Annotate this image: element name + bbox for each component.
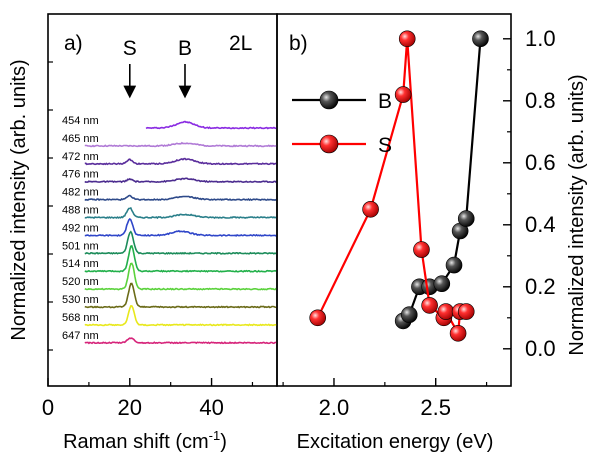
trace-label: 520 nm xyxy=(62,276,99,288)
trace-label: 465 nm xyxy=(62,133,99,145)
trace-476-nm xyxy=(84,177,278,184)
data-point-s xyxy=(437,303,455,320)
data-point-b xyxy=(472,30,489,48)
data-point-b xyxy=(433,275,451,293)
data-point-s xyxy=(394,86,412,103)
trace-label: 530 nm xyxy=(62,294,99,306)
trace-454-nm xyxy=(145,120,278,130)
panel-a-traces: 454 nm 465 nm 472 nm 476 nm 482 nm 488 nm 492 … xyxy=(62,115,278,345)
x-tick-label: 0 xyxy=(42,395,54,420)
panel-b-label: b) xyxy=(289,32,308,55)
data-point-b xyxy=(457,210,475,227)
trace-label: 514 nm xyxy=(62,258,99,270)
panel-b-x-ticks: 2.0 2.5 xyxy=(282,378,488,420)
trace-492-nm xyxy=(84,217,278,237)
trace-label: 492 nm xyxy=(62,222,99,234)
panel-b-frame xyxy=(276,13,512,387)
y-tick-label: 0.6 xyxy=(525,150,556,175)
legend-marker-b xyxy=(319,90,339,110)
trace-514-nm xyxy=(84,244,278,273)
y-tick-label: 0.8 xyxy=(525,88,556,113)
x-tick-label: 20 xyxy=(118,395,142,420)
data-point-b xyxy=(400,306,418,324)
panel-b-y-ticks: 0.0 0.2 0.4 0.6 0.8 1.0 xyxy=(503,26,556,361)
data-point-s xyxy=(421,297,438,314)
trace-465-nm xyxy=(84,141,278,148)
panel-a: Normalized intensity (arb. units) a) 2L … xyxy=(8,13,278,453)
panel-b-y-axis-title: Normalized intensity (arb. units) xyxy=(566,74,588,355)
panel-a-y-axis-title: Normalized intensity (arb. units) xyxy=(8,59,30,340)
data-point-s xyxy=(413,241,430,258)
y-tick-label: 0.2 xyxy=(525,274,556,299)
trace-501-nm xyxy=(84,230,278,255)
data-point-s xyxy=(457,303,475,320)
trace-label: 472 nm xyxy=(62,151,99,163)
trace-label: 488 nm xyxy=(62,205,99,217)
trace-label: 482 nm xyxy=(62,187,99,199)
panel-a-label: a) xyxy=(64,32,83,55)
trace-647-nm xyxy=(84,337,278,345)
panel-b-series xyxy=(309,30,489,342)
x-tick-label: 40 xyxy=(199,395,223,420)
x-tick-label: 2.0 xyxy=(319,395,350,420)
sample-label: 2L xyxy=(229,32,252,55)
trace-label: 647 nm xyxy=(62,330,99,342)
trace-label: 454 nm xyxy=(62,115,99,127)
trace-472-nm xyxy=(84,157,278,166)
arrow-label-B: B xyxy=(178,37,192,60)
data-point-s xyxy=(309,309,326,327)
panel-b: b) Excitation energy (eV) Normalized int… xyxy=(276,13,588,453)
trace-482-nm xyxy=(84,194,277,202)
legend-label-s: S xyxy=(378,134,392,157)
trace-label: 501 nm xyxy=(62,240,99,252)
trace-488-nm xyxy=(84,206,278,220)
y-tick-label: 0.4 xyxy=(525,212,556,237)
panel-a-x-ticks: 0 20 40 xyxy=(42,61,254,420)
x-tick-label: 2.5 xyxy=(420,395,451,420)
y-tick-label: 0.0 xyxy=(525,336,556,361)
trace-520-nm xyxy=(84,262,277,291)
panel-a-x-axis-title: Raman shift (cm-1) xyxy=(63,428,227,453)
data-point-s xyxy=(362,201,379,218)
trace-530-nm xyxy=(84,282,278,309)
panel-b-legend: BS xyxy=(292,90,392,157)
data-point-b xyxy=(445,256,463,274)
trace-568-nm xyxy=(84,305,278,327)
legend-marker-s xyxy=(319,134,339,154)
arrow-label-S: S xyxy=(123,37,137,60)
panel-b-x-axis-title: Excitation energy (eV) xyxy=(297,431,494,453)
y-tick-label: 1.0 xyxy=(525,26,556,51)
trace-label: 568 nm xyxy=(62,312,99,324)
trace-label: 476 nm xyxy=(62,169,99,181)
legend-label-b: B xyxy=(378,90,392,113)
data-point-s xyxy=(449,324,467,342)
data-point-s xyxy=(398,30,416,48)
